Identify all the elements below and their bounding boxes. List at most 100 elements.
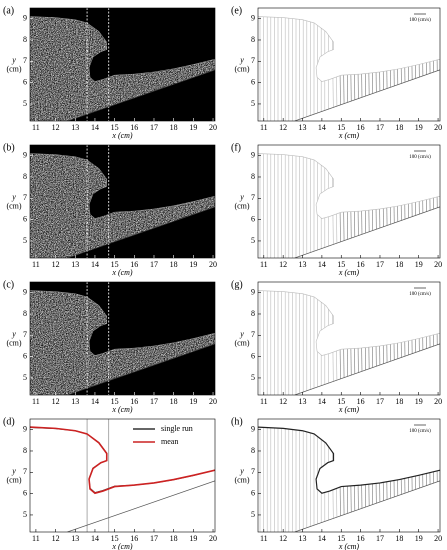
x-tick-label: 13 [71, 534, 79, 543]
x-tick-label: 19 [415, 260, 423, 269]
y-tick-label: 5 [23, 373, 27, 382]
x-axis-label: x (cm) [111, 542, 133, 550]
bed-line [67, 480, 215, 532]
x-tick-label: 13 [299, 534, 307, 543]
velocity-arrow [436, 16, 439, 121]
y-tick-label: 8 [23, 446, 27, 455]
velocity-arrow [410, 16, 413, 121]
panel-label: (g) [231, 279, 243, 290]
x-tick-label: 13 [71, 397, 79, 406]
plot-frame [29, 418, 216, 533]
bed-line [67, 343, 215, 395]
y-tick-label: 8 [251, 309, 255, 318]
y-tick-label: 8 [251, 35, 255, 44]
x-tick-label: 12 [279, 260, 287, 269]
surface [257, 290, 441, 356]
velocity-arrow [389, 153, 392, 258]
velocity-arrow [403, 153, 406, 258]
x-axis-label: x (cm) [338, 542, 360, 550]
velocity-arrow [371, 153, 374, 258]
x-tick-label: 20 [434, 397, 442, 406]
velocity-arrow [428, 153, 431, 258]
y-axis-label: (cm) [6, 338, 21, 347]
velocity-arrow [436, 427, 439, 532]
x-tick-label: 12 [52, 123, 60, 132]
legend-label: mean [161, 437, 178, 446]
y-tick-label: 7 [23, 56, 27, 65]
vectors [259, 427, 439, 532]
x-tick-label: 20 [209, 397, 217, 406]
panel-label: (h) [231, 416, 243, 427]
velocity-arrow [364, 16, 367, 121]
velocity-arrow [407, 16, 410, 121]
x-tick-label: 15 [111, 123, 119, 132]
x-tick-label: 11 [260, 123, 268, 132]
x-tick-label: 16 [130, 534, 138, 543]
velocity-arrow [378, 290, 381, 395]
velocity-arrow [389, 427, 392, 532]
velocity-arrow [360, 16, 363, 121]
x-tick-label: 15 [337, 123, 345, 132]
x-tick-label: 19 [415, 123, 423, 132]
velocity-arrow [346, 153, 349, 258]
velocity-arrow [436, 153, 439, 258]
x-tick-label: 16 [130, 260, 138, 269]
velocity-arrow [410, 427, 413, 532]
y-tick-label: 6 [251, 214, 255, 223]
velocity-arrow [385, 427, 388, 532]
velocity-arrow [421, 153, 424, 258]
y-tick-label: 5 [251, 99, 255, 108]
velocity-arrow [396, 427, 399, 532]
y-axis-label: y [11, 329, 16, 338]
velocity-arrow [367, 290, 370, 395]
velocity-arrow [335, 427, 338, 532]
x-tick-label: 13 [299, 397, 307, 406]
y-tick-label: 9 [251, 287, 255, 296]
velocity-arrow [428, 427, 431, 532]
velocity-arrow [338, 427, 341, 532]
velocity-arrow [392, 290, 395, 395]
velocity-arrow [425, 153, 428, 258]
plot-frame [257, 144, 441, 259]
y-tick-label: 6 [251, 488, 255, 497]
x-tick-label: 17 [376, 397, 384, 406]
panel-label: (d) [3, 416, 15, 427]
velocity-arrow [407, 427, 410, 532]
panel: 11 12 13 14 15 16 17 18 19 20 5 6 7 8 9 x (cm) y(cm) (b) [3, 142, 217, 277]
velocity-arrow [335, 290, 338, 395]
x-tick-label: 15 [337, 260, 345, 269]
x-tick-label: 18 [170, 397, 178, 406]
y-axis-label: (cm) [234, 338, 249, 347]
x-tick-label: 16 [130, 397, 138, 406]
velocity-arrow [353, 153, 356, 258]
x-tick-label: 13 [299, 123, 307, 132]
velocity-arrow [356, 290, 359, 395]
velocity-arrow [338, 290, 341, 395]
y-tick-label: 9 [23, 150, 27, 159]
x-tick-label: 18 [170, 534, 178, 543]
x-tick-label: 19 [189, 397, 197, 406]
velocity-arrow [432, 290, 435, 395]
x-tick-label: 20 [209, 260, 217, 269]
velocity-arrow [396, 153, 399, 258]
velocity-arrow [353, 16, 356, 121]
x-tick-label: 16 [130, 123, 138, 132]
bed-line [294, 69, 440, 121]
velocity-arrow [421, 16, 424, 121]
y-tick-label: 7 [23, 193, 27, 202]
x-tick-label: 12 [52, 534, 60, 543]
x-tick-label: 20 [209, 123, 217, 132]
surface [257, 153, 441, 219]
x-tick-label: 17 [376, 123, 384, 132]
y-axis-label: (cm) [6, 201, 21, 210]
velocity-arrow [338, 16, 341, 121]
velocity-arrow [374, 153, 377, 258]
velocity-arrow [349, 427, 352, 532]
velocity-arrow [364, 153, 367, 258]
y-tick-label: 7 [251, 467, 255, 476]
x-tick-label: 17 [376, 260, 384, 269]
velocity-arrow [346, 427, 349, 532]
x-tick-label: 11 [32, 123, 40, 132]
x-tick-label: 17 [150, 397, 158, 406]
